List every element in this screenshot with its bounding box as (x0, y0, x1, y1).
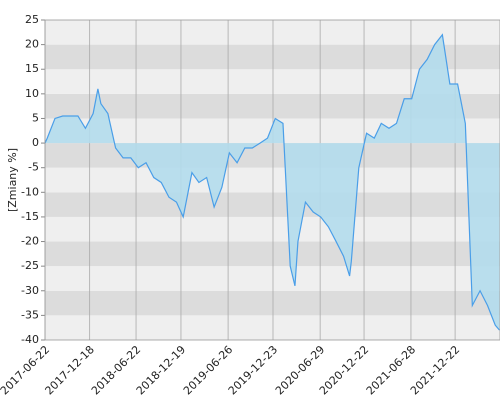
grid-band (45, 216, 500, 242)
grid-band (45, 315, 500, 340)
y-tick-label: -5 (28, 161, 39, 174)
grid-band (45, 192, 500, 217)
grid-band (45, 266, 500, 291)
y-tick-label: -15 (21, 210, 39, 223)
grid-band (45, 241, 500, 267)
y-tick-label: 15 (25, 62, 39, 75)
y-tick-label: -25 (21, 259, 39, 272)
y-tick-label: -40 (21, 333, 39, 346)
y-tick-label: 5 (32, 111, 39, 124)
y-tick-label: -20 (21, 235, 39, 248)
y-tick-label: -30 (21, 284, 39, 297)
grid-band (45, 143, 500, 168)
grid-band (45, 290, 500, 316)
y-tick-label: 25 (25, 13, 39, 26)
y-tick-label: 20 (25, 38, 39, 51)
y-axis-label: [Zmiany %] (6, 148, 19, 212)
grid-band (45, 20, 500, 45)
plot-frame (44, 19, 500, 341)
y-tick-label: 10 (25, 87, 39, 100)
line (44, 33, 500, 331)
y-tick-label: -10 (21, 185, 39, 198)
y-tick-label: -35 (21, 308, 39, 321)
grid-band (45, 167, 500, 193)
y-tick-label: 0 (32, 136, 39, 149)
